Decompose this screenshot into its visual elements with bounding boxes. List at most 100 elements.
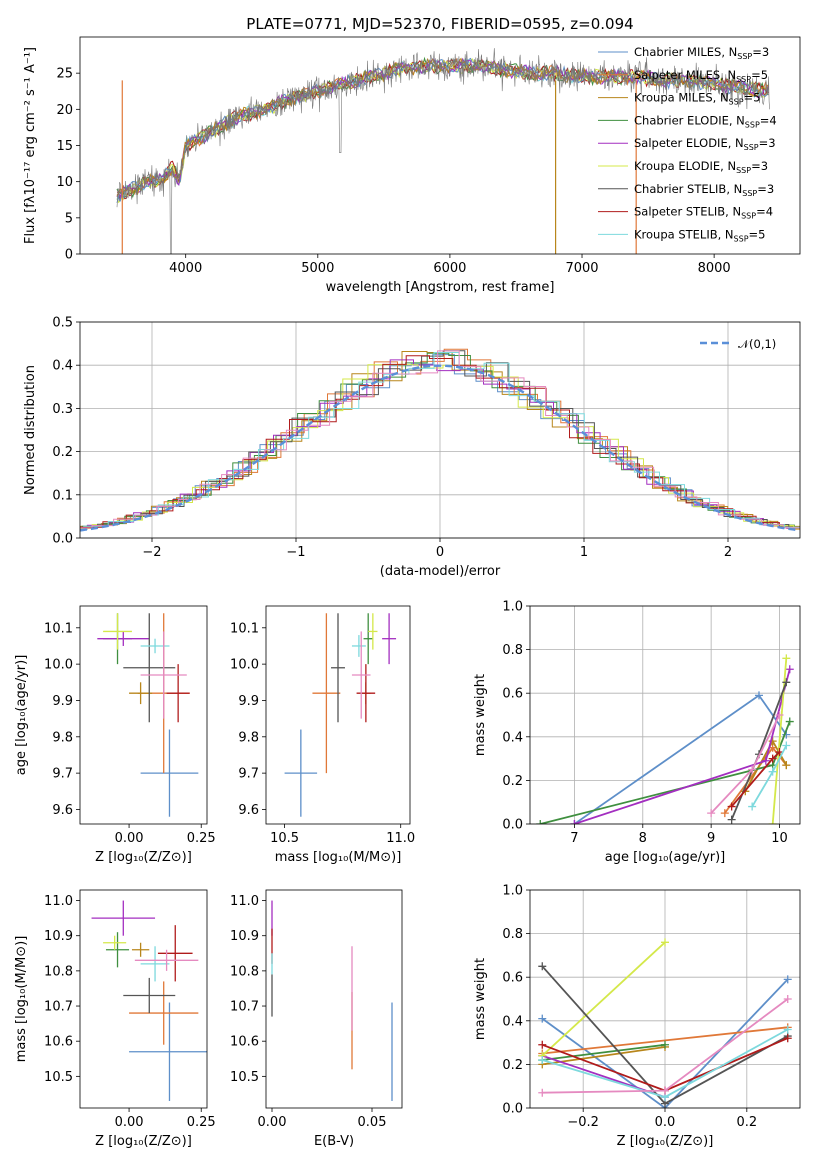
weights-vs-metallicity-panel: −0.2 0.0 0.2 0.0 0.2 0.4 0.6 0.8 1.0 Z [log₁₀(Z/Z… <box>473 884 801 1149</box>
y-tick-label: 1.0 <box>502 884 523 899</box>
legend-label-sub: SSP <box>741 212 756 221</box>
errorbar-point-chabrier-elodie <box>105 932 130 968</box>
errorbar-point-kroupa-stelib <box>140 946 170 982</box>
weight-marker <box>720 809 729 818</box>
legend-label-main: Kroupa ELODIE, N <box>634 159 736 173</box>
y-axis-label: age [log₁₀(age/yr)] <box>14 655 29 776</box>
axes-frame <box>79 605 208 825</box>
y-axis-label: Flux [fλ10⁻¹⁷ erg cm⁻² s⁻¹ A⁻¹] <box>23 47 38 244</box>
weight-marker <box>570 820 579 824</box>
y-tick-label: 0.1 <box>52 488 73 503</box>
y-tick-label: 0.4 <box>52 359 73 374</box>
errorbar-point-salpeter-stelib <box>157 925 193 982</box>
legend-label-tail: =3 <box>751 159 768 173</box>
y-axis-label: mass [log₁₀(M/M⊙)] <box>14 936 29 1063</box>
y-tick-label: 0.2 <box>52 445 73 460</box>
weight-marker <box>768 737 777 746</box>
errorbar-point-kroupa-stelib <box>351 635 366 657</box>
legend-label-tail: =3 <box>759 136 776 150</box>
legend-label-sub: SSP <box>742 189 757 198</box>
y-tick-label: 9.6 <box>52 803 73 818</box>
legend-label-sub: SSP <box>745 120 760 129</box>
plot-area <box>284 613 397 817</box>
y-tick-label: 10.7 <box>230 1000 259 1015</box>
histogram-kroupa-elodie <box>80 364 800 530</box>
weight-marker <box>783 1034 792 1043</box>
weight-marker <box>538 1014 547 1023</box>
y-tick-label: 10.0 <box>230 658 259 673</box>
weight-line-chabrier-miles <box>573 694 788 824</box>
x-tick-label: 4000 <box>169 261 202 276</box>
errorbar-point-kroupa-elodie <box>103 613 132 650</box>
errorbar-point-kroupa-miles <box>129 682 153 705</box>
legend-label-sub: SSP <box>736 166 751 175</box>
legend-label-sub: SSP <box>729 98 744 107</box>
weight-marker <box>727 815 736 824</box>
y-tick-label: 10.0 <box>44 658 73 673</box>
legend-label-tail: =3 <box>752 45 769 59</box>
weight-marker <box>783 975 792 984</box>
errorbar-point-kroupa-elodie <box>368 613 378 650</box>
legend-label-tail: =5 <box>749 227 766 241</box>
y-tick-label: 0.0 <box>52 532 73 547</box>
y-tick-label: 9.7 <box>52 767 73 782</box>
residual-histogram-panel: −2 −1 0 1 2 0.0 0.1 0.2 0.3 0.4 0.5 (data-model)/er… <box>23 316 801 579</box>
x-tick-label: 6000 <box>433 261 466 276</box>
y-tick-label: 0.4 <box>502 730 523 745</box>
y-tick-label: 10.8 <box>230 964 259 979</box>
weight-marker <box>761 756 770 765</box>
axes-frame <box>265 605 411 825</box>
y-tick-label: 5 <box>65 211 73 226</box>
y-tick-label: 10 <box>56 175 73 190</box>
weights-vs-age-panel: 7 8 9 10 0.0 0.2 0.4 0.6 0.8 1.0 age [log₁₀(age/yr… <box>473 600 801 865</box>
x-tick-label: 0.0 <box>655 1115 676 1130</box>
figure-title: PLATE=0771, MJD=52370, FIBERID=0595, z=0… <box>246 15 633 33</box>
weight-marker <box>538 962 547 971</box>
plot-area <box>91 900 207 1101</box>
errorbar-point-salpeter-miles <box>129 981 199 1045</box>
legend-label-tail: =5 <box>751 68 768 82</box>
weight-line-kroupa-elodie <box>541 941 666 1057</box>
plot-area <box>116 48 770 254</box>
y-axis-label: mass weight <box>473 674 488 756</box>
y-tick-label: 10.6 <box>230 1035 259 1050</box>
errorbar-point-chabrier-elodie <box>363 613 373 665</box>
y-tick-label: 0.6 <box>502 687 523 702</box>
errorbar-point-chabrier-miles <box>284 729 318 817</box>
y-tick-label: 10.7 <box>44 1000 73 1015</box>
y-tick-label: 11.0 <box>230 894 259 909</box>
axes-frame <box>529 605 801 825</box>
legend-label-tail: =4 <box>760 113 777 127</box>
y-tick-label: 0.5 <box>52 316 73 331</box>
legend-label-main: Chabrier ELODIE, N <box>634 113 745 127</box>
legend-label: Salpeter MILES, NSSP=5 <box>634 68 768 84</box>
x-tick-label: −2 <box>142 545 161 560</box>
weight-line-chabrier-elodie <box>542 1043 666 1061</box>
mass-vs-metallicity-panel: 0.00 0.25 10.5 10.6 10.7 10.8 10.9 11.0 Z [log₁₀… <box>14 889 216 1149</box>
y-tick-label: 9.7 <box>238 767 259 782</box>
legend-label-sub: SSP <box>737 52 752 61</box>
y-tick-label: 9.9 <box>238 694 259 709</box>
x-tick-label: 7 <box>570 831 578 846</box>
errorbar-point-pink <box>134 949 199 971</box>
y-tick-label: 10.1 <box>44 621 73 636</box>
weight-marker <box>538 1056 547 1065</box>
weight-marker <box>782 761 791 770</box>
age-vs-mass-panel: 10.5 11.0 9.6 9.7 9.8 9.9 10.0 10.1 mass [log₁₀(… <box>230 605 415 865</box>
legend-label: Kroupa ELODIE, NSSP=3 <box>634 159 768 175</box>
weight-line-kroupa-miles <box>542 1046 666 1066</box>
x-tick-label: 11.0 <box>386 831 415 846</box>
legend-label-tail: =3 <box>757 182 774 196</box>
x-tick-label: 0.05 <box>358 1115 387 1130</box>
y-tick-label: 10.5 <box>44 1070 73 1085</box>
errorbar-point-kroupa-elodie <box>103 935 127 950</box>
y-tick-label: 25 <box>56 67 73 82</box>
errorbar-point-salpeter-elodie <box>382 613 397 665</box>
weight-marker <box>782 678 791 687</box>
weight-line-salpeter-miles <box>542 1026 788 1055</box>
y-tick-label: 0.3 <box>52 402 73 417</box>
legend-label-sub: SSP <box>736 75 751 84</box>
y-tick-label: 0.2 <box>502 1058 523 1073</box>
plot-area <box>271 900 393 1101</box>
